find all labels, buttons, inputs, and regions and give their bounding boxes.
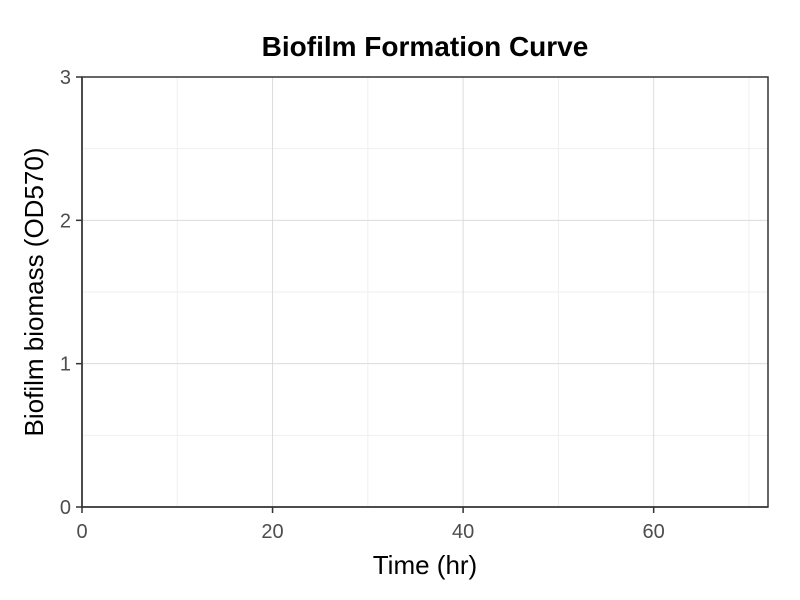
tick-layer: 0 20 40 60 0 1 2 3 — [60, 67, 665, 543]
axis-layer — [81, 76, 769, 508]
x-tick-label: 0 — [76, 521, 87, 543]
x-tick-label: 60 — [643, 521, 665, 543]
x-tick-label: 20 — [261, 521, 283, 543]
chart-title: Biofilm Formation Curve — [262, 31, 589, 62]
y-tick-label: 0 — [60, 497, 71, 519]
x-tick-label: 40 — [452, 521, 474, 543]
y-tick-label: 1 — [60, 354, 71, 376]
y-tick-label: 2 — [60, 210, 71, 232]
y-axis-label: Biofilm biomass (OD570) — [19, 148, 49, 437]
grid-layer — [81, 76, 768, 508]
x-axis-label: Time (hr) — [373, 550, 477, 580]
y-tick-label: 3 — [60, 67, 71, 89]
